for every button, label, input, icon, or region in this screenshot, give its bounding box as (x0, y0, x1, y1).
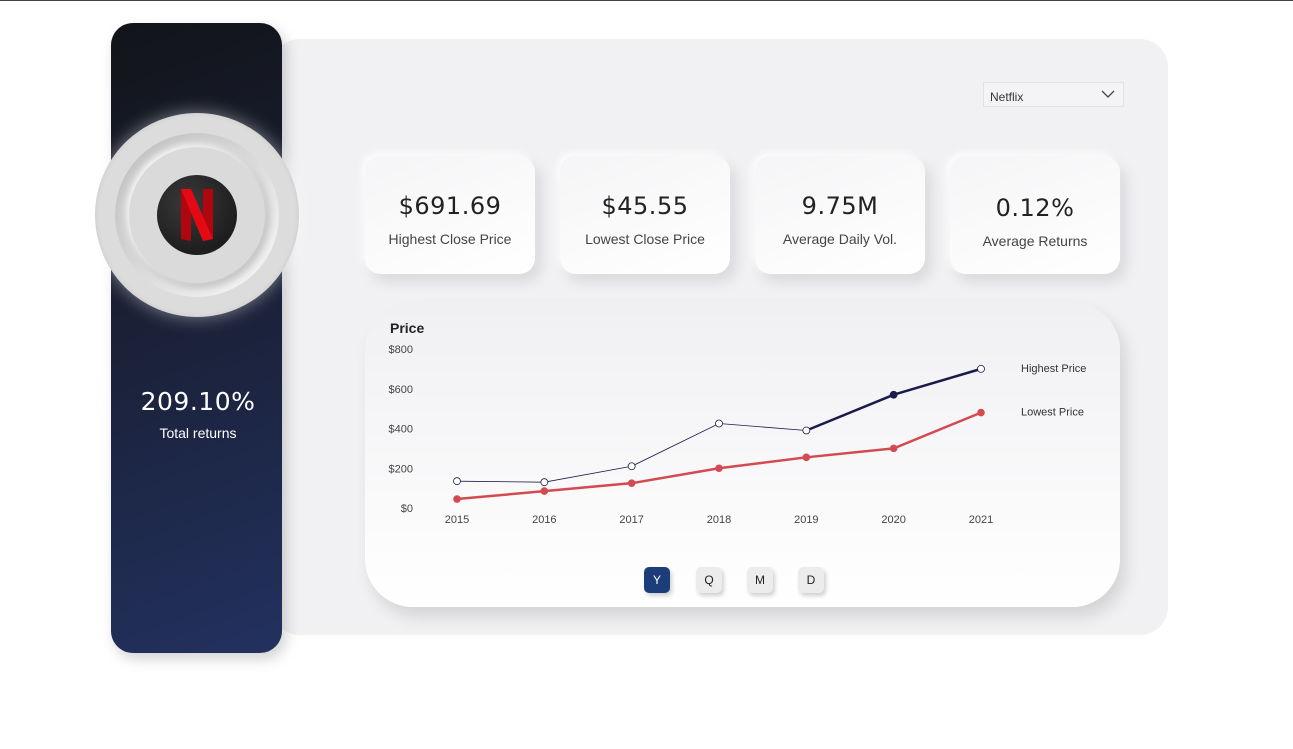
kpi-value: 0.12% (995, 194, 1075, 222)
kpi-value: $45.55 (601, 192, 689, 220)
netflix-logo-icon (157, 175, 237, 255)
highest-price-point (977, 364, 985, 373)
highest-price-line (805, 367, 982, 432)
highest-price-point (889, 390, 898, 399)
kpi-lowest-close: $45.55 Lowest Close Price (560, 156, 730, 274)
kpi-label: Average Daily Vol. (782, 231, 898, 247)
highest-price-line (456, 423, 807, 483)
y-tick-label: $200 (389, 463, 413, 475)
granularity-button-q[interactable]: Q (696, 567, 722, 593)
kpi-highest-close: $691.69 Highest Close Price (365, 156, 535, 274)
x-tick-label: 2015 (445, 514, 469, 526)
highest-price-point (802, 426, 811, 435)
lowest-price-point (715, 464, 723, 473)
lowest-price-point (802, 453, 811, 462)
highest-price-point (453, 477, 461, 486)
granularity-button-m[interactable]: M (747, 567, 773, 593)
lowest-price-point (453, 495, 461, 503)
highest-price-point (715, 419, 723, 428)
lowest-price-point (627, 479, 636, 487)
x-tick-label: 2016 (532, 514, 556, 526)
kpi-label: Lowest Close Price (585, 231, 705, 247)
top-border (0, 0, 1293, 1)
x-tick-label: 2019 (794, 514, 818, 526)
logo-badge (95, 113, 299, 317)
y-tick-label: $800 (389, 344, 413, 356)
highest-price-point (540, 478, 549, 487)
price-line-chart: $0 $200 $400 $600 $800 2015 2016 2017 2018 2019 20… (389, 344, 1087, 526)
granularity-button-d[interactable]: D (798, 567, 824, 593)
total-returns-label: Total returns (159, 425, 237, 441)
company-dropdown[interactable]: Netflix (983, 82, 1124, 107)
x-tick-label: 2020 (881, 514, 905, 526)
x-tick-label: 2017 (619, 514, 643, 526)
lowest-price-point (977, 408, 985, 417)
y-tick-label: $400 (389, 424, 413, 436)
kpi-value: 9.75M (801, 192, 879, 220)
chart-title: Price (390, 320, 425, 336)
lowest-price-point (889, 444, 898, 453)
legend-highest-price: Highest Price (1021, 363, 1086, 375)
total-returns-value: 209.10% (140, 387, 256, 416)
y-tick-label: $600 (389, 384, 413, 396)
kpi-value: $691.69 (398, 192, 502, 220)
legend-lowest-price: Lowest Price (1021, 407, 1084, 419)
price-chart-card: Price $0 $200 $400 $600 $800 2015 2016 2017 2018… (365, 302, 1120, 607)
kpi-label: Highest Close Price (388, 231, 512, 247)
x-tick-label: 2021 (969, 514, 993, 526)
granularity-button-y[interactable]: Y (644, 567, 670, 593)
kpi-average-volume: 9.75M Average Daily Vol. (755, 156, 925, 274)
chevron-down-icon (1101, 90, 1115, 98)
y-tick-label: $0 (401, 503, 413, 515)
dropdown-value: Netflix (990, 90, 1024, 104)
kpi-average-returns: 0.12% Average Returns (950, 156, 1120, 274)
highest-price-point (627, 462, 636, 471)
kpi-label: Average Returns (982, 233, 1088, 249)
lowest-price-point (540, 487, 549, 495)
x-tick-label: 2018 (707, 514, 731, 526)
